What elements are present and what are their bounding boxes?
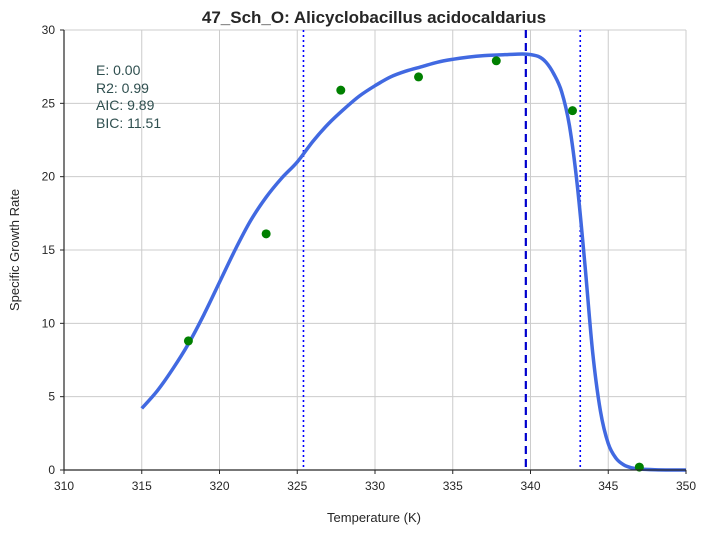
observation-point <box>567 106 577 116</box>
x-tick-label: 335 <box>443 479 463 493</box>
x-tick-label: 310 <box>54 479 74 493</box>
tick-labels: 310 315 320 325 330 335 340 345 350 0 5 10 15 20 25 30 <box>42 23 697 493</box>
axes <box>60 29 687 474</box>
x-tick-label: 350 <box>676 479 696 493</box>
observation-point <box>414 72 424 82</box>
x-tick-label: 330 <box>365 479 385 493</box>
stats-box: E: 0.00 R2: 0.99 AIC: 9.89 BIC: 11.51 <box>96 62 161 131</box>
x-tick-label: 340 <box>520 479 540 493</box>
y-tick-label: 0 <box>48 463 55 477</box>
x-tick-label: 315 <box>132 479 152 493</box>
stat-bic: BIC: 11.51 <box>96 115 161 131</box>
y-tick-label: 5 <box>48 390 55 404</box>
x-axis-label: Temperature (K) <box>327 510 421 525</box>
stat-r2: R2: 0.99 <box>96 80 149 96</box>
observation-point <box>634 462 644 472</box>
x-tick-label: 325 <box>287 479 307 493</box>
chart-title: 47_Sch_O: Alicyclobacillus acidocaldariu… <box>202 8 546 27</box>
y-tick-label: 25 <box>42 96 56 110</box>
y-tick-label: 30 <box>42 23 56 37</box>
reference-lines <box>302 30 582 470</box>
fit-curve-layer <box>140 52 687 472</box>
x-tick-label: 345 <box>598 479 618 493</box>
y-tick-label: 20 <box>42 170 56 184</box>
observation-point <box>336 85 346 95</box>
x-tick-label: 320 <box>209 479 229 493</box>
stat-e: E: 0.00 <box>96 62 141 78</box>
observation-point <box>183 336 193 346</box>
observation-point <box>491 56 501 66</box>
y-axis-label: Specific Growth Rate <box>7 189 22 311</box>
stat-aic: AIC: 9.89 <box>96 97 155 113</box>
fit-curve-line <box>140 52 687 472</box>
y-tick-label: 10 <box>42 316 56 330</box>
observation-points <box>183 56 644 472</box>
y-tick-label: 15 <box>42 243 56 257</box>
grid <box>64 29 687 470</box>
observation-point <box>261 229 271 239</box>
